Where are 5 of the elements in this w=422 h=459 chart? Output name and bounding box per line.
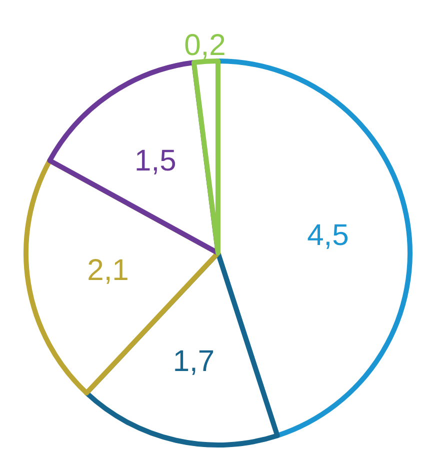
data-label: 1,7 bbox=[172, 345, 215, 378]
data-label: 0,2 bbox=[184, 28, 226, 62]
data-label: 4,5 bbox=[307, 219, 349, 252]
data-label: 1,5 bbox=[134, 144, 176, 178]
data-label: 2,1 bbox=[87, 254, 129, 287]
